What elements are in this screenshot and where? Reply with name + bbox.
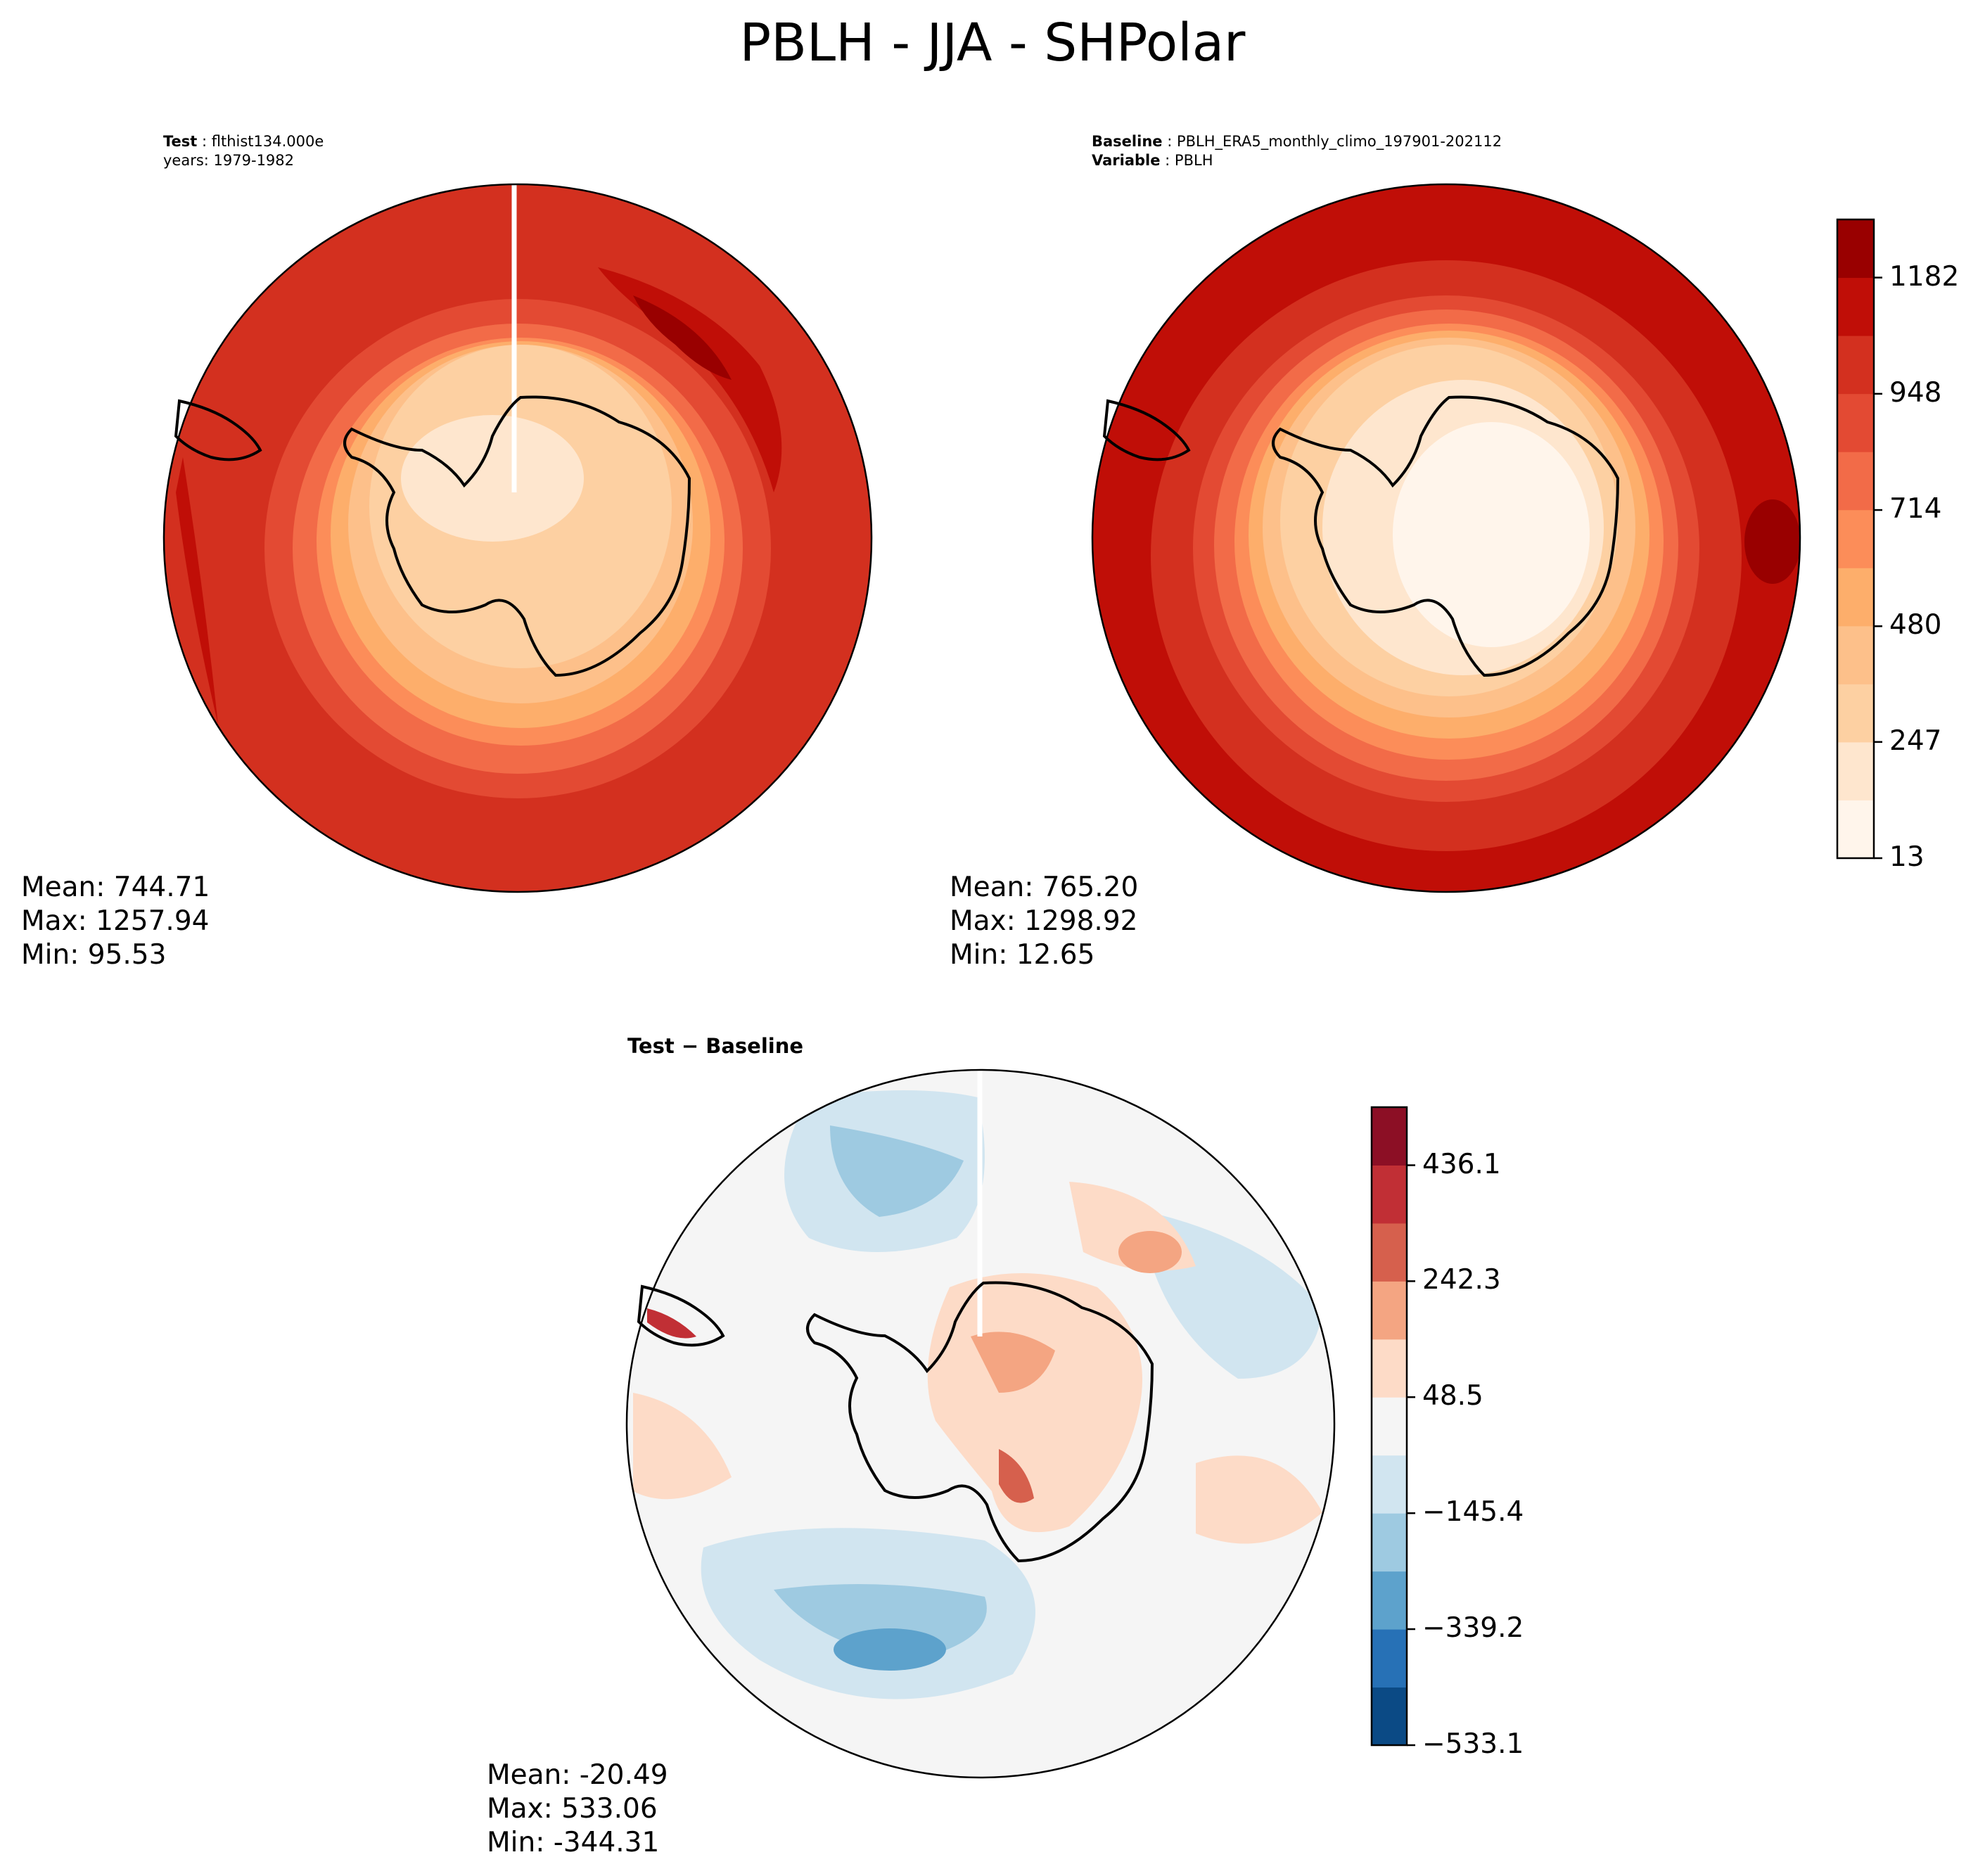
baseline-colorbar-segment: [1837, 336, 1874, 395]
diff-colorbar-segment: [1372, 1223, 1407, 1282]
baseline-colorbar-segment: [1837, 625, 1874, 684]
test-max: Max: 1257.94: [21, 905, 210, 937]
diff-coastline: [806, 1281, 1154, 1563]
test-label-bold: Test: [163, 133, 198, 150]
diff-colorbar-segment: [1372, 1165, 1407, 1224]
figure-title: PBLH - JJA - SHPolar: [739, 13, 1246, 73]
test-field-ring7: [401, 415, 584, 542]
baseline-max: Max: 1298.92: [950, 905, 1138, 937]
diff-colorbar-segment: [1372, 1281, 1407, 1340]
diff-colorbar: [1370, 1106, 1415, 1747]
diff-colorbar-segment: [1372, 1629, 1407, 1688]
diff-field-pos-west: [633, 1393, 732, 1500]
diff-colorbar-tick-label: 242.3: [1422, 1264, 1501, 1296]
diff-colorbar-segment: [1372, 1513, 1407, 1572]
baseline-coastline: [1272, 395, 1620, 677]
test-label-text: flthist134.000e: [211, 133, 324, 150]
diff-colorbar-tick-label: 48.5: [1422, 1380, 1483, 1412]
diff-colorbar-segment: [1372, 1107, 1407, 1166]
test-coastline: [343, 395, 691, 677]
baseline-var-text: PBLH: [1174, 152, 1213, 169]
baseline-map-outline: [1091, 183, 1801, 893]
diff-stats: Mean: -20.49 Max: 533.06 Min: -344.31: [487, 1759, 668, 1860]
diff-field-pos-antarctic2: [971, 1332, 1055, 1393]
diff-map: [627, 1070, 1334, 1778]
test-field-peak: [633, 295, 732, 380]
diff-field-pos-east: [1196, 1455, 1322, 1544]
diff-field-neg-north2: [830, 1125, 964, 1217]
test-coastline-sa: [174, 399, 262, 461]
baseline-colorbar-segment: [1837, 684, 1874, 743]
diff-title: Test − Baseline: [627, 1034, 804, 1058]
baseline-stats: Mean: 765.20 Max: 1298.92 Min: 12.65: [950, 871, 1138, 972]
baseline-field-peak: [1744, 499, 1800, 584]
diff-coastline-sa: [637, 1284, 725, 1347]
baseline-colorbar-segment: [1837, 219, 1874, 279]
test-map-outline: [162, 183, 873, 893]
test-stats: Mean: 744.71 Max: 1257.94 Min: 95.53: [21, 871, 210, 972]
diff-field-pos-antarctic3: [999, 1449, 1034, 1503]
baseline-label-text: PBLH_ERA5_monthly_climo_197901-202112: [1176, 133, 1502, 150]
diff-colorbar-segment: [1372, 1687, 1407, 1746]
test-field-west-band: [176, 457, 218, 725]
baseline-header: Baseline : PBLH_ERA5_monthly_climo_19790…: [1092, 133, 1502, 169]
baseline-min: Min: 12.65: [950, 939, 1095, 971]
diff-colorbar-segment: [1372, 1455, 1407, 1514]
baseline-field-ring8: [1393, 422, 1590, 647]
diff-colorbar-tick-label: 436.1: [1422, 1148, 1501, 1180]
baseline-colorbar-tick-label: 247: [1889, 725, 1942, 757]
diff-mean: Mean: -20.49: [487, 1759, 668, 1791]
test-mean: Mean: 744.71: [21, 872, 210, 903]
baseline-colorbar-tick-label: 1182: [1889, 260, 1960, 293]
diff-field-pos-peninsula: [647, 1308, 696, 1339]
diff-field-pos-ne2: [1118, 1231, 1182, 1273]
baseline-colorbar-tick-label: 948: [1889, 376, 1942, 409]
diff-colorbar-tick-label: −533.1: [1422, 1728, 1524, 1760]
diff-max: Max: 533.06: [487, 1793, 658, 1825]
baseline-colorbar-segment: [1837, 393, 1874, 452]
baseline-mean: Mean: 765.20: [950, 872, 1139, 903]
baseline-map: [1092, 184, 1800, 892]
baseline-colorbar-tick-label: 13: [1889, 841, 1925, 873]
diff-map-outline: [625, 1068, 1336, 1779]
baseline-colorbar: [1836, 218, 1882, 860]
baseline-colorbar-frame: [1836, 218, 1875, 860]
test-header: Test : flthist134.000e years: 1979-1982: [163, 133, 324, 169]
baseline-coastline-sa: [1102, 399, 1191, 461]
test-years: years: 1979-1982: [163, 152, 295, 169]
diff-min: Min: -344.31: [487, 1827, 660, 1858]
baseline-var-bold: Variable: [1092, 152, 1161, 169]
diff-colorbar-segment: [1372, 1339, 1407, 1398]
test-field-maxregion: [598, 267, 782, 492]
diff-colorbar-segment: [1372, 1571, 1407, 1630]
test-map: [164, 184, 872, 892]
baseline-colorbar-tick-label: 480: [1889, 609, 1942, 642]
diff-colorbar-tick-label: −339.2: [1422, 1612, 1524, 1645]
baseline-colorbar-segment: [1837, 509, 1874, 568]
baseline-colorbar-segment: [1837, 800, 1874, 859]
test-min: Min: 95.53: [21, 939, 167, 971]
diff-field-neg-min: [834, 1628, 946, 1671]
baseline-label-bold: Baseline: [1092, 133, 1163, 150]
diff-colorbar-segment: [1372, 1397, 1407, 1456]
baseline-colorbar-tick-label: 714: [1889, 493, 1942, 525]
diff-colorbar-tick-label: −145.4: [1422, 1496, 1524, 1529]
baseline-colorbar-segment: [1837, 741, 1874, 800]
baseline-colorbar-segment: [1837, 452, 1874, 511]
baseline-colorbar-segment: [1837, 568, 1874, 627]
baseline-colorbar-segment: [1837, 277, 1874, 336]
diff-colorbar-frame: [1370, 1106, 1408, 1747]
